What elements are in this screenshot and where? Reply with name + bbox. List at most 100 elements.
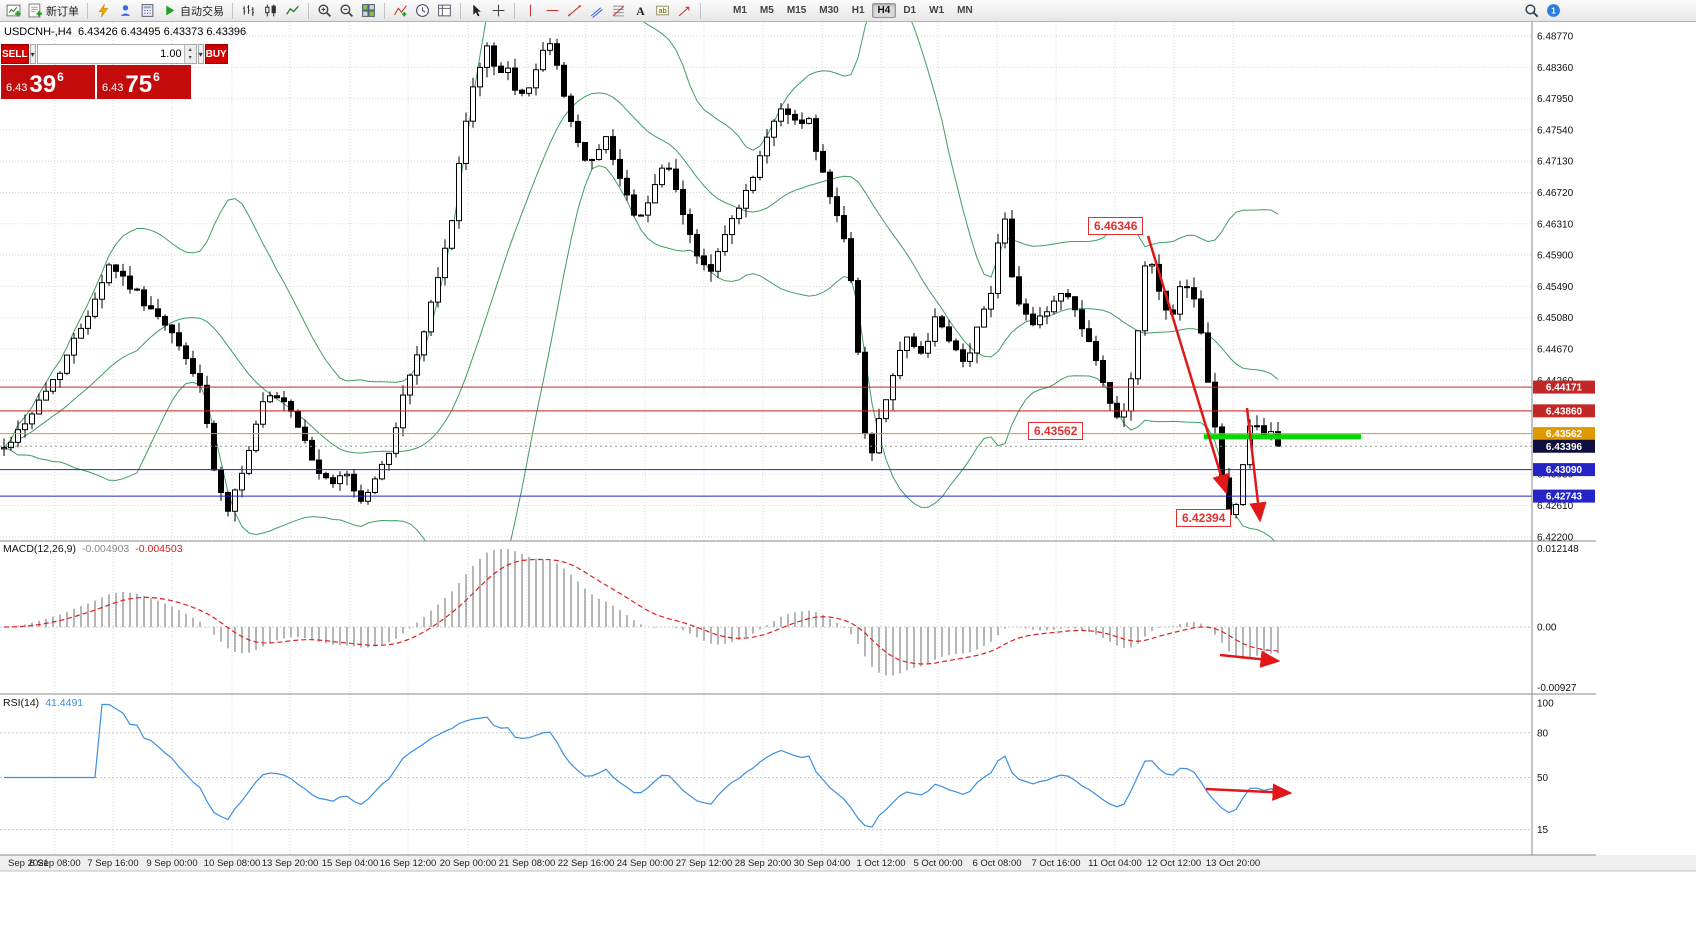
- buy-button[interactable]: BUY: [204, 44, 228, 64]
- chart-window-icon[interactable]: [3, 2, 24, 19]
- periods-icon[interactable]: [412, 2, 433, 19]
- toolbar-separator: [87, 2, 88, 19]
- market-watch-icon[interactable]: [137, 2, 158, 19]
- sell-price-pips: 39: [29, 71, 57, 98]
- volume-field: ▴ ▾: [36, 44, 197, 64]
- candlestick-chart-icon[interactable]: [260, 2, 281, 19]
- svg-text:6.46310: 6.46310: [1537, 219, 1574, 230]
- indicators-icon[interactable]: [390, 2, 411, 19]
- sell-button[interactable]: SELL: [1, 44, 29, 64]
- timeframe-m15[interactable]: M15: [786, 5, 807, 16]
- rsi-name: RSI(14): [3, 697, 40, 709]
- svg-text:5 Oct 00:00: 5 Oct 00:00: [913, 858, 962, 869]
- svg-text:6 Oct 08:00: 6 Oct 08:00: [972, 858, 1021, 869]
- tile-windows-icon[interactable]: [358, 2, 379, 19]
- svg-text:6.48770: 6.48770: [1537, 32, 1574, 43]
- buy-price-box[interactable]: 6.43 75 6: [97, 65, 191, 99]
- arrows-icon[interactable]: [674, 2, 695, 19]
- horizontal-line-icon[interactable]: [542, 2, 563, 19]
- macd-value-main: -0.004903: [81, 543, 130, 555]
- line-chart-icon[interactable]: [282, 2, 303, 19]
- trend-arrow-object[interactable]: [1219, 650, 1281, 668]
- buy-dropdown[interactable]: ▾: [197, 44, 204, 64]
- text-icon[interactable]: A: [630, 2, 651, 19]
- sell-price-box[interactable]: 6.43 39 6: [1, 65, 95, 99]
- svg-text:11 Oct 04:00: 11 Oct 04:00: [1088, 858, 1142, 869]
- favorites-icon[interactable]: [93, 2, 114, 19]
- drawn-objects[interactable]: [0, 235, 1532, 801]
- svg-text:24 Sep 00:00: 24 Sep 00:00: [617, 858, 674, 869]
- svg-text:28 Sep 20:00: 28 Sep 20:00: [735, 858, 792, 869]
- trend-arrow-object[interactable]: [1205, 783, 1293, 801]
- volume-input[interactable]: [37, 45, 184, 63]
- svg-text:10 Sep 08:00: 10 Sep 08:00: [204, 858, 261, 869]
- trend-arrow-object[interactable]: [1245, 407, 1267, 523]
- timeframe-m30[interactable]: M30: [819, 5, 839, 16]
- timeframe-h4[interactable]: H4: [871, 3, 897, 18]
- svg-text:80: 80: [1537, 728, 1549, 739]
- vertical-line-icon[interactable]: [520, 2, 541, 19]
- svg-text:13 Sep 20:00: 13 Sep 20:00: [262, 858, 319, 869]
- timeframe-w1[interactable]: W1: [929, 5, 945, 16]
- svg-text:6.47540: 6.47540: [1537, 125, 1574, 136]
- svg-text:6.43396: 6.43396: [1546, 442, 1583, 453]
- svg-text:6.43860: 6.43860: [1546, 406, 1583, 417]
- svg-text:Sep 2021: Sep 2021: [8, 858, 49, 869]
- sell-dropdown[interactable]: ▾: [29, 44, 36, 64]
- new-order-button[interactable]: 新订单: [25, 2, 82, 20]
- trend-arrow-object[interactable]: [1146, 235, 1230, 495]
- svg-text:15: 15: [1537, 825, 1549, 836]
- svg-text:6.42200: 6.42200: [1537, 532, 1574, 543]
- bar-chart-icon[interactable]: [238, 2, 259, 19]
- timeframe-m1[interactable]: M1: [733, 5, 747, 16]
- volume-up-arrow[interactable]: ▴: [188, 46, 192, 53]
- cursor-icon[interactable]: [466, 2, 487, 19]
- svg-text:0.012148: 0.012148: [1537, 544, 1579, 555]
- price-axis-badge: [1533, 404, 1595, 418]
- channel-icon[interactable]: [586, 2, 607, 19]
- svg-text:12 Oct 12:00: 12 Oct 12:00: [1147, 858, 1201, 869]
- trendline-icon[interactable]: [564, 2, 585, 19]
- zoom-out-icon[interactable]: [336, 2, 357, 19]
- macd-value-signal: -0.004503: [135, 543, 183, 555]
- bollinger-lower: [3, 165, 1276, 541]
- timeframe-h1[interactable]: H1: [851, 5, 865, 16]
- zoom-in-icon[interactable]: [314, 2, 335, 19]
- auto-trading-button[interactable]: 自动交易: [159, 2, 227, 20]
- svg-text:100: 100: [1537, 699, 1554, 710]
- timeframe-d1[interactable]: D1: [903, 5, 917, 16]
- svg-text:30 Sep 04:00: 30 Sep 04:00: [794, 858, 851, 869]
- macd-signal-line: [3, 558, 1279, 665]
- buy-price-pips: 75: [125, 71, 153, 98]
- svg-text:1 Oct 12:00: 1 Oct 12:00: [856, 858, 905, 869]
- timeframe-mn[interactable]: MN: [957, 5, 973, 16]
- svg-text:22 Sep 16:00: 22 Sep 16:00: [558, 858, 615, 869]
- price-annotation[interactable]: 6.42394: [1176, 509, 1232, 527]
- profile-icon[interactable]: [115, 2, 136, 19]
- timeframe-m5[interactable]: M5: [759, 5, 774, 16]
- search-icon[interactable]: [1521, 2, 1542, 19]
- price-annotation[interactable]: 6.46346: [1088, 217, 1144, 235]
- svg-text:6.45490: 6.45490: [1537, 282, 1574, 293]
- text-label-icon[interactable]: ab: [652, 2, 673, 19]
- volume-down-arrow[interactable]: ▾: [188, 55, 192, 61]
- toolbar-separator: [514, 2, 515, 19]
- toolbar-separator: [460, 2, 461, 19]
- axes: 6.48770 6.48360 6.47950 6.47540 6.47130 6.467…: [0, 22, 1696, 872]
- templates-icon[interactable]: [434, 2, 455, 19]
- sell-price-prefix: 6.43: [6, 82, 28, 94]
- svg-text:20 Sep 00:00: 20 Sep 00:00: [440, 858, 497, 869]
- candlestick-series: [1, 38, 1281, 522]
- svg-text:21 Sep 08:00: 21 Sep 08:00: [499, 858, 556, 869]
- price-annotation[interactable]: 6.43562: [1028, 422, 1084, 440]
- crosshair-icon[interactable]: [488, 2, 509, 19]
- sell-price-point: 6: [57, 70, 64, 84]
- price-panel: [1, 22, 1281, 541]
- bollinger-middle: [3, 92, 1279, 454]
- price-axis-badge: [1533, 439, 1595, 453]
- notifications-badge[interactable]: 1: [1543, 2, 1564, 19]
- fibonacci-icon[interactable]: [608, 2, 629, 19]
- svg-text:6.43562: 6.43562: [1546, 429, 1583, 440]
